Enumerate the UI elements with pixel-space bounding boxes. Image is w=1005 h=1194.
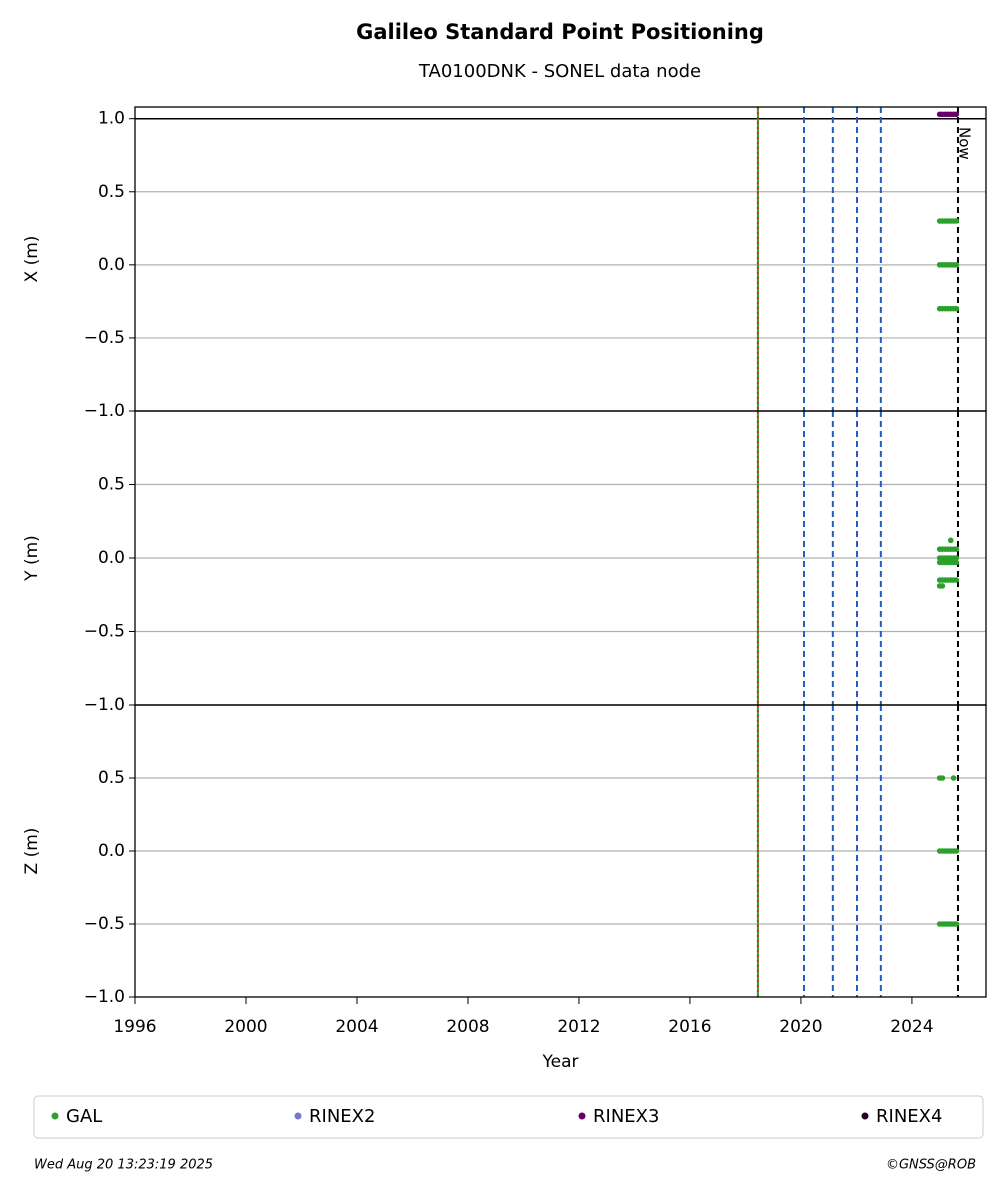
data-point — [939, 775, 946, 781]
x-tick-label: 2016 — [668, 1017, 711, 1037]
legend-label: RINEX2 — [309, 1106, 375, 1127]
y-tick-label: −1.0 — [84, 401, 125, 421]
y-tick-label: 0.5 — [98, 768, 125, 788]
x-tick-label: 1996 — [113, 1017, 156, 1037]
y-tick-label: 0.0 — [98, 548, 125, 568]
y-axis-label: Y (m) — [22, 535, 42, 582]
data-point — [953, 555, 960, 561]
plot-frame — [134, 106, 987, 412]
y-tick-label: 0.5 — [98, 475, 125, 495]
x-tick-label: 2008 — [446, 1017, 489, 1037]
x-tick-label: 2000 — [224, 1017, 267, 1037]
legend-label: GAL — [66, 1106, 102, 1127]
y-tick-label: 0.5 — [98, 182, 125, 202]
legend-marker — [51, 1112, 59, 1120]
data-point — [953, 921, 960, 927]
legend-label: RINEX3 — [593, 1106, 659, 1127]
y-tick-label: −1.0 — [84, 695, 125, 715]
chart-subtitle: TA0100DNK - SONEL data node — [418, 61, 701, 82]
data-point — [953, 577, 960, 583]
legend-label: RINEX4 — [876, 1106, 942, 1127]
data-point — [950, 775, 957, 781]
y-tick-label: 1.0 — [98, 109, 125, 129]
y-tick-label: −1.0 — [84, 987, 125, 1007]
data-point — [953, 111, 960, 118]
y-tick-label: 0.0 — [98, 841, 125, 861]
y-tick-label: −0.5 — [84, 328, 125, 348]
x-tick-label: 2020 — [779, 1017, 822, 1037]
data-point — [939, 583, 946, 589]
data-point — [953, 546, 960, 552]
footer-credit: ©GNSS@ROB — [886, 1158, 976, 1173]
legend-marker — [861, 1112, 869, 1120]
y-axis-label: Z (m) — [22, 828, 42, 875]
legend-marker — [578, 1112, 586, 1120]
y-axis-label: X (m) — [22, 236, 42, 283]
x-tick-label: 2024 — [890, 1017, 933, 1037]
data-point — [953, 305, 960, 312]
data-point — [953, 262, 960, 268]
x-tick-label: 2012 — [557, 1017, 600, 1037]
plot-frame — [134, 704, 987, 998]
legend-box — [33, 1095, 984, 1139]
data-point — [947, 537, 954, 544]
footer-date: Wed Aug 20 13:23:19 2025 — [34, 1158, 213, 1173]
data-point — [953, 218, 960, 224]
y-tick-label: −0.5 — [84, 622, 125, 642]
legend-marker — [294, 1112, 302, 1120]
data-point — [953, 848, 960, 854]
data-point — [953, 559, 960, 566]
y-tick-label: −0.5 — [84, 914, 125, 934]
x-tick-label: 2004 — [335, 1017, 378, 1037]
chart-title: Galileo Standard Point Positioning — [356, 20, 764, 44]
x-axis-label: Year — [542, 1052, 579, 1072]
now-label: Now — [955, 127, 973, 160]
y-tick-label: 0.0 — [98, 255, 125, 275]
